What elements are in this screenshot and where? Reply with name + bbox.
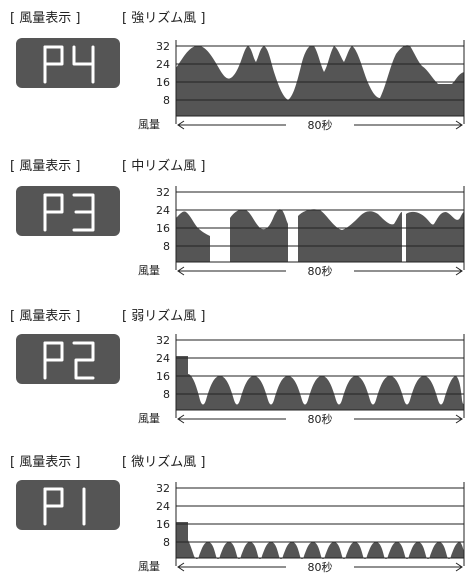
y-tick-label: 16 — [156, 76, 170, 89]
panel-medium: [ 風量表示 ] [ 中リズム風 ] 32 24 16 8 風量 — [10, 158, 465, 278]
y-tick-label: 16 — [156, 370, 170, 383]
airflow-area — [176, 209, 464, 262]
lcd-display — [16, 334, 120, 384]
time-arrow — [177, 266, 463, 276]
gridlines — [175, 334, 465, 418]
fan-level-label: 風量 — [138, 560, 160, 573]
display-label: [ 風量表示 ] — [10, 159, 80, 174]
panel-title: [ 弱リズム風 ] — [122, 308, 205, 324]
duration-label: 80秒 — [308, 264, 333, 278]
display-label: [ 風量表示 ] — [10, 309, 80, 324]
panel-title: [ 中リズム風 ] — [122, 158, 205, 174]
duration-label: 80秒 — [308, 412, 333, 426]
y-tick-label: 24 — [156, 352, 170, 365]
fan-level-label: 風量 — [138, 412, 160, 425]
fan-level-label: 風量 — [138, 264, 160, 277]
time-arrow — [177, 414, 463, 424]
gridlines — [175, 40, 465, 124]
chart-strong: 32 24 16 8 風量 80秒 — [138, 40, 465, 132]
panel-strong: [ 風量表示 ] [ 強リズム風 ] 32 24 16 8 風量 — [10, 10, 465, 132]
y-tick-label: 24 — [156, 58, 170, 71]
display-label: [ 風量表示 ] — [10, 11, 80, 26]
lcd-code-p1 — [43, 487, 86, 526]
y-tick-label: 32 — [156, 40, 170, 53]
lcd-code-p3 — [43, 193, 95, 232]
y-tick-label: 16 — [156, 222, 170, 235]
lcd-display — [16, 480, 120, 530]
gridlines — [175, 482, 465, 566]
y-tick-label: 24 — [156, 204, 170, 217]
lcd-code-p2 — [43, 341, 95, 380]
time-arrow — [177, 562, 463, 572]
chart-gentle: 32 24 16 8 風量 80秒 — [138, 482, 465, 574]
y-tick-label: 16 — [156, 518, 170, 531]
duration-label: 80秒 — [308, 560, 333, 574]
y-tick-label: 8 — [163, 240, 170, 253]
chart-medium: 32 24 16 8 風量 80秒 — [138, 186, 465, 278]
lcd-display — [16, 186, 120, 236]
airflow-area — [176, 356, 464, 410]
y-tick-label: 8 — [163, 94, 170, 107]
chart-weak: 32 24 16 8 風量 80秒 — [138, 334, 465, 426]
panel-title: [ 微リズム風 ] — [122, 454, 205, 470]
gridlines — [175, 186, 465, 270]
y-tick-label: 32 — [156, 334, 170, 347]
y-tick-label: 24 — [156, 500, 170, 513]
airflow-area — [176, 522, 464, 559]
panel-title: [ 強リズム風 ] — [122, 10, 205, 26]
lcd-code-p4 — [43, 45, 95, 84]
time-arrow — [177, 120, 463, 130]
y-tick-label: 32 — [156, 186, 170, 199]
airflow-area — [176, 45, 464, 116]
y-tick-label: 32 — [156, 482, 170, 495]
display-label: [ 風量表示 ] — [10, 455, 80, 470]
fan-level-label: 風量 — [138, 118, 160, 131]
panel-weak: [ 風量表示 ] [ 弱リズム風 ] 32 24 16 8 風量 — [10, 308, 465, 426]
y-tick-label: 8 — [163, 388, 170, 401]
lcd-display — [16, 38, 120, 88]
panel-gentle: [ 風量表示 ] [ 微リズム風 ] 32 24 16 8 風量 — [10, 454, 465, 574]
y-tick-label: 8 — [163, 536, 170, 549]
duration-label: 80秒 — [308, 118, 333, 132]
